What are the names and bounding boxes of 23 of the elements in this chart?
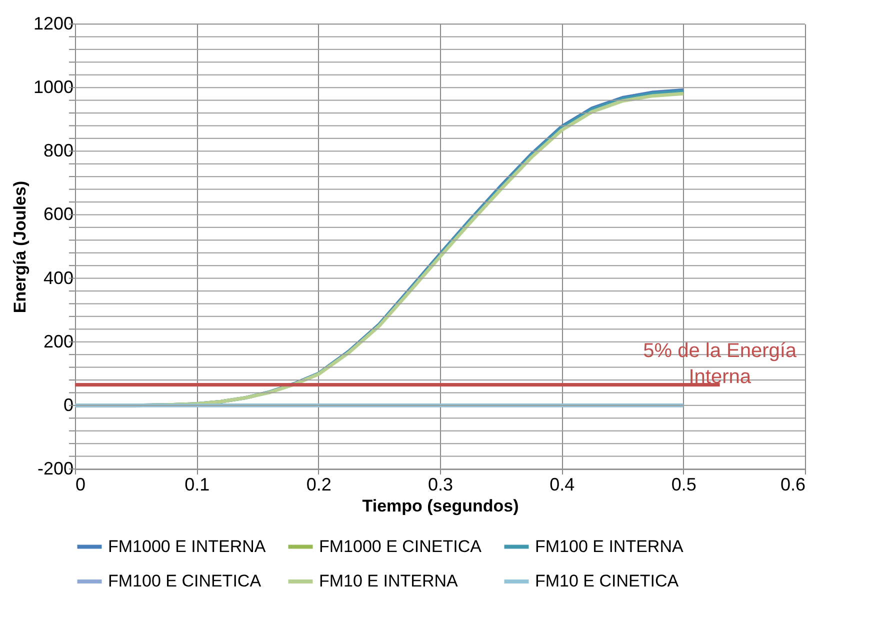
x-tick-label: 0 <box>76 474 86 494</box>
x-tick-label: 0.1 <box>184 474 210 494</box>
x-axis-title: Tiempo (segundos) <box>362 496 519 516</box>
legend-label: FM10 E INTERNA <box>319 572 459 590</box>
y-axis-title: Energía (Joules) <box>10 180 30 314</box>
x-tick-label: 0.2 <box>306 474 332 494</box>
legend-label: FM10 E CINETICA <box>535 572 680 590</box>
x-tick-label: 0.4 <box>550 474 575 494</box>
y-tick-label: 1200 <box>33 14 74 34</box>
y-tick-label: 0 <box>63 394 74 415</box>
legend-label: FM1000 E INTERNA <box>108 536 266 556</box>
y-tick-label: 200 <box>43 331 74 352</box>
legend-label: FM1000 E CINETICA <box>319 536 482 556</box>
y-tick-label: 600 <box>43 204 74 224</box>
legend-label: FM100 E INTERNA <box>535 536 684 556</box>
y-tick-label: 800 <box>43 140 74 161</box>
x-tick-label: 0.5 <box>671 474 696 494</box>
x-tick-label: 0.3 <box>428 474 454 494</box>
x-tick-label: 0.6 <box>780 474 806 494</box>
legend-label: FM100 E CINETICA <box>108 572 262 590</box>
y-tick-label: 400 <box>43 268 74 288</box>
y-tick-label: -200 <box>37 458 74 478</box>
y-tick-label: 1000 <box>33 77 74 98</box>
